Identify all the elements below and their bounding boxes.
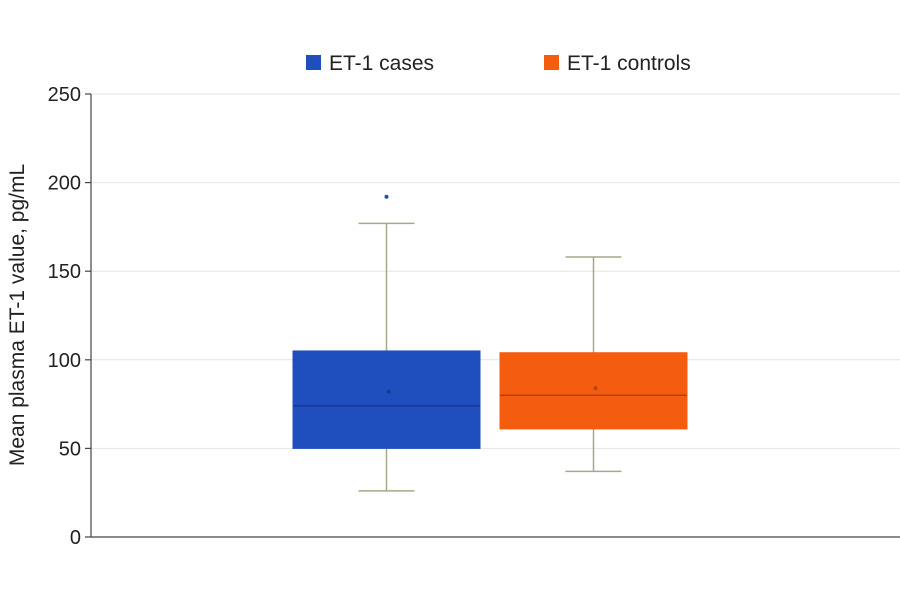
legend: ET-1 cases ET-1 controls [306,52,691,75]
y-axis-title: Mean plasma ET-1 value, pg/mL [6,164,29,466]
y-tick-label: 200 [48,173,81,195]
box-body [292,350,481,449]
box-controls [499,256,688,473]
legend-label: ET-1 cases [329,52,434,75]
y-axis: 0 50 100 150 200 250 [48,84,92,549]
y-tick-label: 100 [48,350,81,372]
outlier-point [384,194,389,199]
mean-marker [386,389,391,394]
mean-marker [593,386,598,391]
box-cases [292,194,481,492]
legend-swatch [306,55,321,70]
y-tick-label: 0 [70,527,81,549]
y-tick-label: 150 [48,261,81,283]
box-body [499,352,688,430]
boxes [292,194,688,492]
legend-item: ET-1 controls [544,52,691,75]
y-tick-label: 250 [48,84,81,106]
legend-label: ET-1 controls [567,52,691,75]
legend-item: ET-1 cases [306,52,434,75]
y-tick-label: 50 [59,438,81,460]
gridlines [91,93,900,449]
legend-swatch [544,55,559,70]
